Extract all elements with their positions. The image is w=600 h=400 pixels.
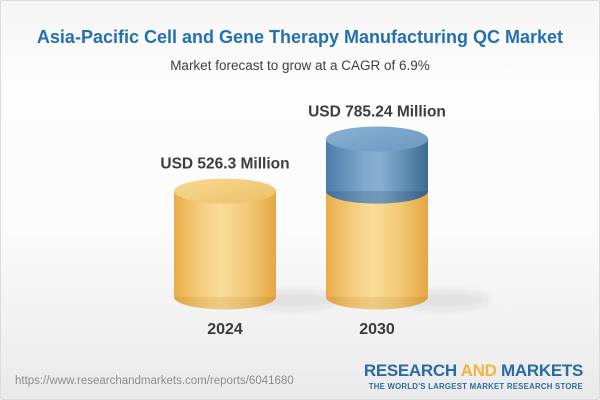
cylinder-segment-gold: [174, 191, 276, 310]
category-label: 2024: [207, 321, 243, 338]
cylinder-top: [174, 178, 276, 204]
cylinder-segment-gold: [326, 191, 428, 310]
value-label: USD 785.24 Million: [308, 104, 446, 121]
cylinder-rim: [174, 297, 276, 310]
chart-header: Asia-Pacific Cell and Gene Therapy Manuf…: [1, 1, 599, 73]
page-title: Asia-Pacific Cell and Gene Therapy Manuf…: [36, 27, 564, 47]
cylinder-2024: USD 526.3 Million 2024: [160, 156, 337, 338]
logo-word-and: AND: [460, 361, 497, 381]
report-url[interactable]: https://www.researchandmarkets.com/repor…: [15, 375, 294, 387]
cylinder-segment-blue: [326, 139, 428, 204]
cylinder-rim: [326, 297, 428, 310]
logo-word-markets: MARKETS: [501, 361, 583, 381]
research-and-markets-logo: RESEARCH AND MARKETS THE WORLD'S LARGEST…: [364, 362, 583, 391]
value-label: USD 526.3 Million: [160, 156, 289, 173]
cylinder-rim: [326, 191, 428, 204]
logo-tagline: THE WORLD'S LARGEST MARKET RESEARCH STOR…: [368, 382, 583, 391]
logo-wordmark: RESEARCH AND MARKETS: [364, 362, 583, 380]
logo-word-research: RESEARCH: [363, 361, 457, 381]
category-label: 2030: [359, 321, 395, 338]
cylinder-top: [326, 126, 428, 152]
page-subtitle: Market forecast to grow at a CAGR of 6.9…: [170, 57, 430, 73]
cylinder-2030: USD 785.24 Million 2030: [308, 104, 489, 338]
